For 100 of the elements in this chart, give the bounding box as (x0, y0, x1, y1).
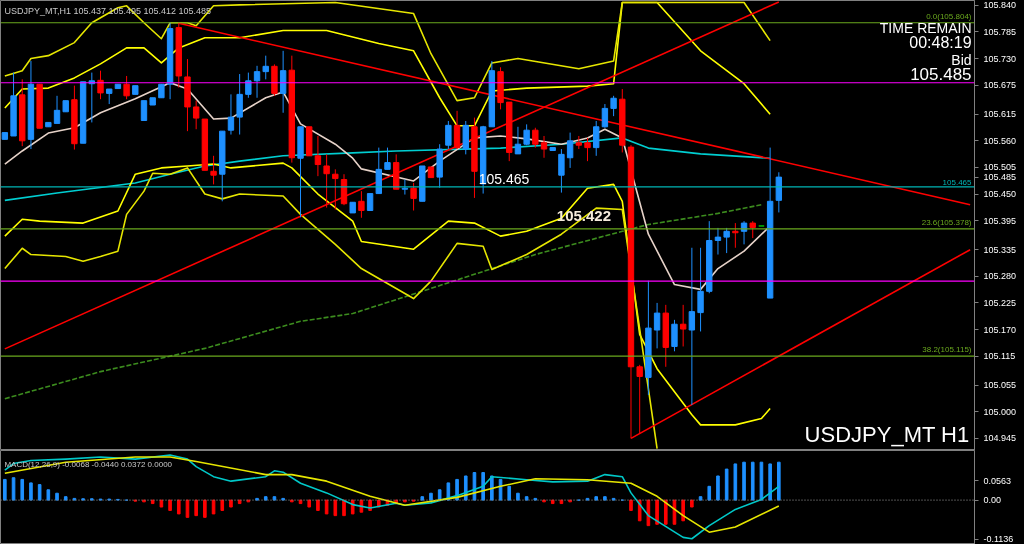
candlestick (401, 179, 409, 196)
annotation: USDJPY_MT H1 (804, 422, 970, 448)
line-series (4, 167, 658, 450)
bar (663, 499, 668, 525)
bar (55, 492, 59, 501)
bar (63, 496, 68, 501)
bar (272, 496, 277, 501)
candlestick (558, 148, 565, 194)
y-tick-label: 0.00 (983, 495, 1002, 506)
y-tick-label: 105.730 (983, 53, 1017, 64)
candlestick (514, 126, 522, 155)
candlestick (697, 247, 704, 332)
line-series (4, 162, 771, 426)
y-tick-label: 105.280 (983, 271, 1017, 282)
candlestick (97, 70, 104, 100)
candlestick (732, 222, 739, 249)
bar (629, 499, 633, 511)
bar (507, 485, 512, 501)
ref-line-label: 105.465 (942, 177, 973, 187)
y-tick-label: 105.170 (983, 324, 1017, 335)
candlestick (566, 132, 574, 169)
line-series (4, 137, 771, 202)
y-tick-label: 105.485 (983, 172, 1017, 183)
line-series (4, 1, 771, 127)
bar (3, 478, 7, 501)
bar (333, 499, 338, 517)
y-tick-label: 105.335 (983, 244, 1017, 255)
y-tick-label: 105.055 (983, 380, 1017, 391)
candlestick (688, 247, 696, 406)
candlestick (358, 190, 365, 219)
bar (229, 499, 233, 508)
bar (559, 499, 564, 505)
bar (263, 496, 268, 501)
bar (437, 489, 442, 501)
y-tick-label: 105.785 (983, 26, 1017, 37)
bar (759, 461, 764, 501)
candlestick (279, 50, 287, 114)
ref-line-label: 0.0(105.804) (926, 11, 972, 21)
candlestick (671, 319, 678, 352)
bar (176, 499, 181, 515)
y-tick-label: 105.675 (983, 80, 1017, 91)
candlestick (445, 120, 452, 150)
bar (420, 496, 425, 501)
candlestick (323, 153, 330, 209)
y-tick-label: 104.945 (983, 433, 1017, 444)
bar (516, 492, 520, 501)
candlestick (227, 93, 235, 136)
candlestick (410, 182, 417, 211)
bar (429, 492, 433, 501)
candlestick (532, 127, 539, 149)
line-series (4, 203, 763, 400)
bar (307, 499, 312, 508)
candlestick (601, 103, 609, 129)
y-tick-label: 105.225 (983, 297, 1017, 308)
candlestick (540, 135, 548, 159)
y-tick-label: 105.115 (983, 351, 1016, 362)
bar (168, 499, 172, 511)
bar (550, 499, 555, 505)
candlestick (653, 302, 661, 349)
bar (768, 463, 772, 501)
bar (742, 461, 746, 501)
y-tick-label: 105.000 (983, 406, 1017, 417)
candlestick (453, 110, 461, 150)
candlestick (723, 227, 730, 254)
bar (594, 496, 599, 501)
y-tick-label: 105.395 (983, 215, 1017, 226)
bar (150, 499, 155, 505)
bar (681, 499, 685, 522)
bar (46, 489, 51, 501)
candlestick (262, 55, 269, 80)
candlestick (775, 171, 783, 213)
candlestick (123, 75, 130, 100)
candlestick (253, 65, 261, 99)
candlestick (714, 227, 722, 256)
line-series (4, 1, 771, 102)
candlestick (584, 137, 591, 162)
bar (159, 499, 164, 508)
candlestick (679, 304, 687, 347)
bar (203, 499, 207, 518)
candlestick (384, 147, 391, 170)
bar (316, 499, 320, 511)
bar (324, 499, 329, 515)
candlestick (210, 155, 217, 185)
candlestick (314, 135, 322, 177)
bar (20, 478, 25, 501)
y-tick-label: 105.450 (983, 189, 1017, 200)
bar (777, 461, 781, 501)
bar (698, 496, 703, 501)
ref-line-label: 23.6(105.378) (921, 217, 972, 227)
candlestick (610, 95, 617, 117)
bar (733, 463, 738, 501)
y-tick-label: 0.0563 (983, 475, 1012, 486)
ref-line-label: 38.2(105.115) (922, 345, 972, 355)
bar (220, 499, 225, 511)
candlestick (636, 364, 643, 435)
candlestick (53, 95, 61, 124)
bar (690, 499, 694, 508)
bar (750, 461, 755, 501)
bar (707, 485, 712, 501)
candlestick (593, 120, 600, 157)
